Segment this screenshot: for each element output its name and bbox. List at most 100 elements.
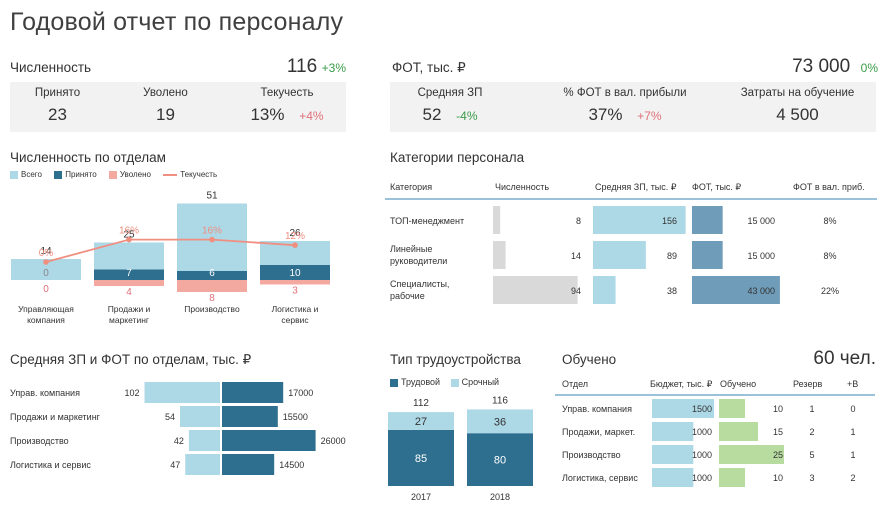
payroll-label: ФОТ, тыс. ₽ — [392, 60, 466, 75]
trained-value: 15 — [773, 427, 783, 437]
kpi-fot-share-value: 37% — [588, 105, 623, 124]
fot-value: 14500 — [279, 460, 304, 470]
count-value: 94 — [571, 286, 581, 296]
headcount-label: Численность — [10, 60, 92, 75]
trained-value: 10 — [773, 404, 783, 414]
plus-value: 1 — [850, 427, 855, 437]
total-value: 112 — [413, 398, 429, 409]
table-header: Численность — [495, 182, 549, 192]
legend-swatch-turnover — [163, 173, 178, 176]
training-header: Резерв — [793, 379, 822, 389]
kpi-training-cost-label: Затраты на обучение — [740, 87, 855, 99]
fot-bar — [222, 430, 316, 451]
dept-label: Управ. компания — [10, 388, 80, 398]
kpi-hired-label: Принято — [34, 87, 81, 99]
salary-value: 102 — [124, 388, 139, 398]
kpi-avg-salary: Средняя ЗП 52 -4% — [390, 87, 510, 125]
salary-value: 38 — [667, 286, 677, 296]
budget-value: 1000 — [692, 427, 712, 437]
trained-bar — [719, 399, 745, 418]
employment-legend: Трудовой Срочный — [390, 377, 499, 387]
kpi-fot-share-label: % ФОТ в вал. прибыли — [563, 87, 687, 99]
bar-fired — [94, 280, 164, 286]
fot-bar — [222, 406, 278, 427]
table-header: Категория — [390, 182, 432, 192]
kpi-avg-salary-delta: -4% — [456, 109, 478, 123]
training-dept: Продажи, маркет. — [562, 427, 635, 437]
fot-value: 15500 — [283, 412, 308, 422]
turnover-label: 16% — [119, 226, 139, 237]
budget-bar — [652, 445, 694, 464]
legend-swatch-hired — [54, 170, 63, 179]
legend-total: Всего — [21, 170, 42, 179]
kpi-turnover-delta: +4% — [299, 109, 324, 123]
employment-title: Тип трудоустройства — [390, 352, 521, 367]
salary-value: 89 — [667, 251, 677, 261]
payroll-delta: 0% — [860, 61, 878, 75]
turnover-point — [209, 236, 215, 243]
budget-value: 1500 — [692, 404, 712, 414]
table-header: ФОТ, тыс. ₽ — [692, 182, 741, 192]
training-table: Отдел Бюджет, тыс. ₽ Обучено Резерв +В Управ.… — [555, 379, 875, 487]
count-bar — [493, 276, 578, 304]
reserve-value: 1 — [809, 404, 814, 414]
reserve-value: 2 — [809, 427, 814, 437]
fot-value: 15 000 — [747, 216, 775, 226]
total-label: 51 — [206, 191, 218, 202]
table-header: ФОТ в вал. приб. — [793, 182, 865, 192]
total-label: 14 — [40, 246, 52, 257]
headcount-value-group: 116 +3% — [274, 56, 346, 78]
count-value: 14 — [571, 251, 581, 261]
bar-hired — [260, 265, 330, 280]
salary-bar — [593, 241, 646, 269]
fot-value: 15 000 — [747, 251, 775, 261]
category-label: компания — [27, 315, 65, 325]
budget-bar — [652, 399, 714, 418]
salary-bar — [593, 206, 686, 234]
fired-label: 8 — [209, 293, 215, 304]
fot-value: 26000 — [321, 436, 346, 446]
share-value: 8% — [823, 216, 836, 226]
trained-value: 10 — [773, 473, 783, 483]
salary-value: 42 — [174, 436, 184, 446]
count-value: 8 — [576, 216, 581, 226]
kpi-fot-share-value-group: 37% +7% — [540, 105, 710, 125]
fot-value: 43 000 — [747, 286, 775, 296]
legend-fired: Уволено — [119, 170, 151, 179]
turnover-line — [45, 238, 296, 263]
year-label: 2018 — [490, 492, 510, 502]
training-header: +В — [847, 379, 858, 389]
count-bar — [493, 206, 501, 234]
fot-value: 17000 — [288, 388, 313, 398]
dept-label: Продажи и маркетинг — [10, 412, 101, 422]
training-dept: Управ. компания — [562, 404, 632, 414]
kpi-fired-value: 19 — [156, 105, 175, 124]
bar-fixed — [388, 412, 454, 430]
category-name: ТОП-менеджмент — [390, 216, 464, 226]
kpi-avg-salary-label: Средняя ЗП — [417, 87, 483, 99]
hired-label: 10 — [289, 268, 301, 279]
dept-label: Логистика и сервис — [10, 460, 91, 470]
fot-bar — [222, 382, 284, 403]
legend-swatch-total — [10, 170, 18, 179]
total-value: 116 — [492, 395, 508, 406]
dept-chart-legend: Всего Принято Уволено Текучесть — [10, 170, 217, 179]
headcount-value: 116 — [286, 56, 318, 77]
legend-swatch-fixed — [450, 378, 459, 387]
salary-value: 156 — [662, 216, 677, 226]
count-bar — [493, 241, 506, 269]
page-title: Годовой отчет по персоналу — [10, 8, 344, 36]
category-label: Управляющая — [18, 304, 74, 314]
kpi-avg-salary-value: 52 — [422, 105, 442, 124]
category-name: Линейные — [390, 244, 432, 254]
kpi-training-cost: Затраты на обучение 4 500 — [720, 87, 875, 125]
bar-hired — [177, 271, 247, 280]
salary-chart-title: Средняя ЗП и ФОТ по отделам, тыс. ₽ — [10, 352, 252, 367]
training-title: Обучено — [562, 352, 617, 367]
bar-hired — [94, 269, 164, 280]
headcount-kpi-panel: Принято 23 Уволено 19 Текучесть 13% +4% — [10, 82, 346, 132]
kpi-fired: Уволено 19 — [113, 87, 218, 125]
hired-label: 6 — [209, 268, 215, 279]
training-header: Обучено — [720, 379, 756, 389]
